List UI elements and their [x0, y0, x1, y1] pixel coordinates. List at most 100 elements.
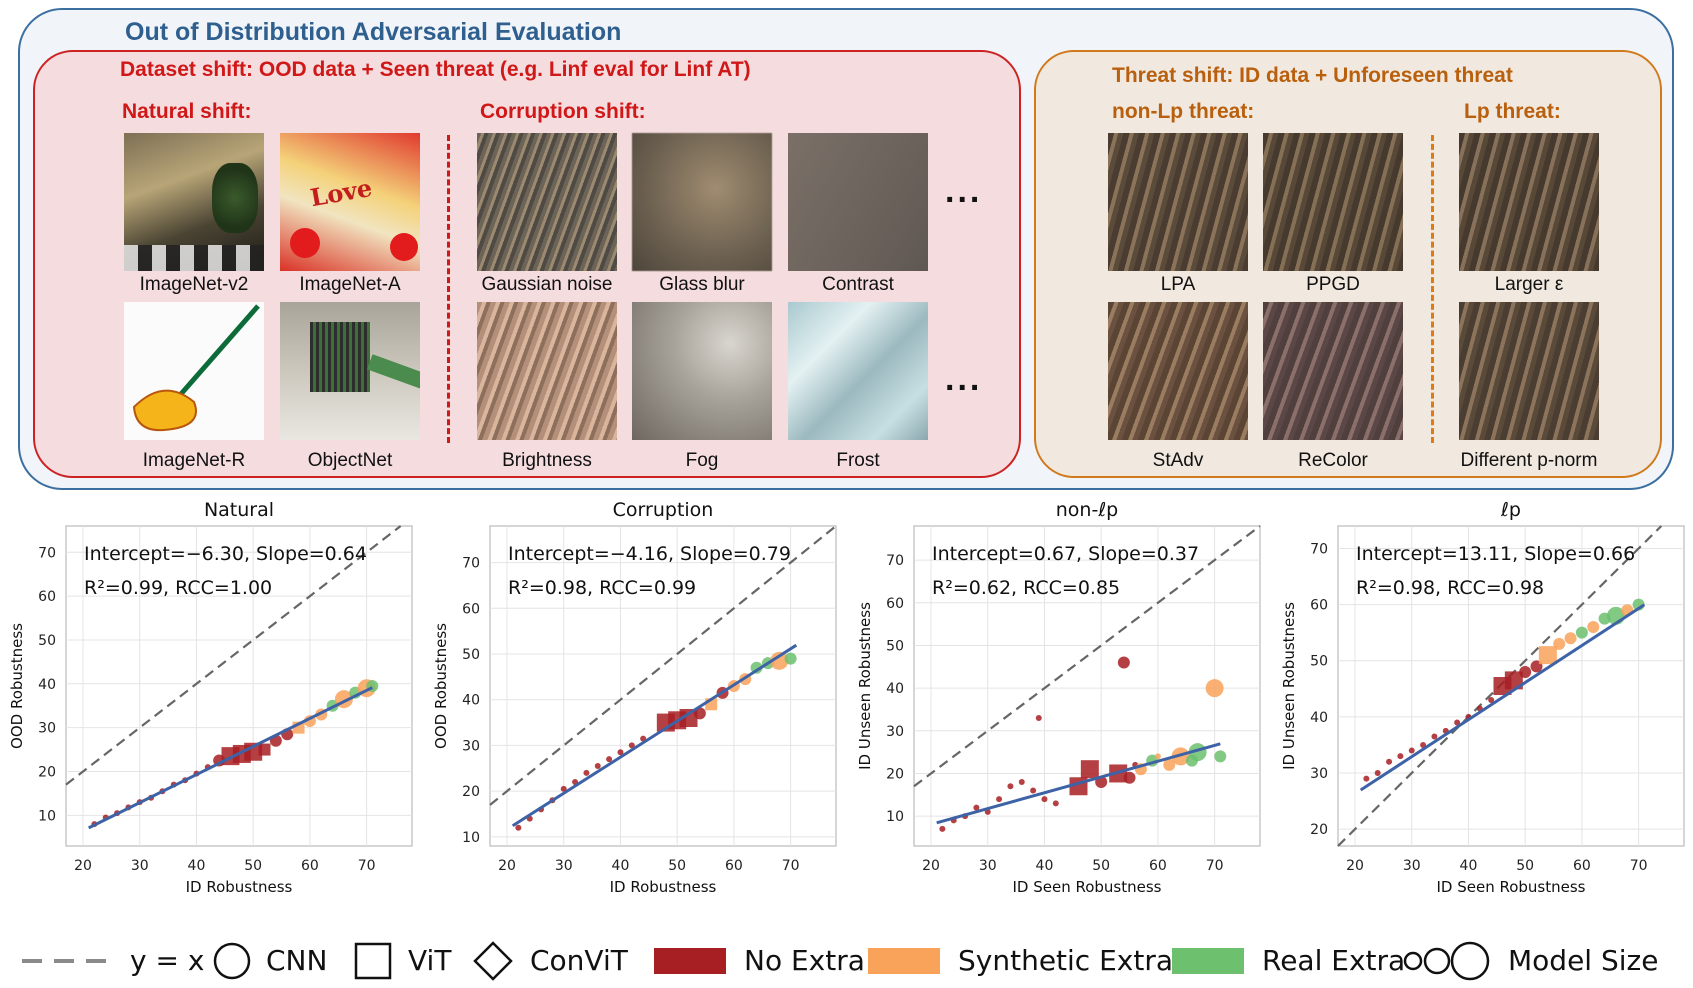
chart4-xtick-0: 20 — [1346, 858, 1364, 874]
recolor-image — [1263, 302, 1403, 440]
legend-real-extra-label: Real Extra — [1262, 944, 1405, 977]
chart2-ytick-0: 10 — [462, 830, 480, 846]
chart3-point-5 — [996, 796, 1003, 803]
dataset-shift-title: Dataset shift: OOD data + Seen threat (e… — [120, 58, 751, 81]
legend-no-extra-swatch — [654, 948, 726, 974]
chart2-point-22 — [770, 651, 789, 670]
chart3-point-21 — [1154, 753, 1161, 760]
chart2-point-23 — [784, 652, 797, 665]
chart4-ytick-4: 60 — [1310, 598, 1328, 614]
recolor-label: ReColor — [1298, 450, 1368, 471]
chart3-annotation-fit: Intercept=0.67, Slope=0.37 — [932, 543, 1199, 565]
chart2-fit-line — [511, 643, 798, 828]
stadv-image — [1108, 302, 1248, 440]
chart1-ylabel: OOD Robustness — [8, 623, 26, 749]
broom-drawing-icon — [132, 304, 260, 432]
imagenet-r-image — [124, 302, 264, 440]
legend: y = x CNN ViT ConViT No Extra Synthetic … — [22, 941, 1658, 981]
chart2-xtick-2: 40 — [612, 858, 630, 874]
chart1-xtick-0: 20 — [74, 858, 92, 874]
chart2-point-14 — [679, 709, 698, 727]
chart2-plot-area — [489, 525, 837, 847]
chart2-ytick-2: 30 — [462, 738, 480, 754]
chart4-point-8 — [1454, 719, 1461, 726]
chart2-point-0 — [515, 824, 522, 831]
chart3-fit-line — [936, 742, 1221, 825]
chart2-xlabel: ID Robustness — [610, 878, 717, 896]
lpa-image — [1108, 133, 1248, 271]
chart4-point-18 — [1564, 632, 1577, 645]
chart2-point-9 — [617, 749, 624, 756]
chart3-point-16 — [1117, 656, 1130, 669]
lp-threat-title: Lp threat: — [1464, 100, 1561, 123]
chart3-ytick-1: 20 — [886, 766, 904, 782]
chart3-xtick-4: 60 — [1149, 858, 1167, 874]
chart3-title: non-ℓp — [1056, 499, 1118, 521]
chart4-point-2 — [1386, 758, 1393, 765]
chart2-ytick-1: 20 — [462, 784, 480, 800]
chart4-ytick-3: 50 — [1310, 654, 1328, 670]
legend-size-small-icon — [1403, 951, 1423, 971]
legend-real-extra-swatch — [1172, 948, 1244, 974]
brightness-label: Brightness — [502, 450, 592, 471]
chart1-ytick-0: 10 — [38, 808, 56, 824]
legend-convit-label: ConViT — [530, 944, 629, 977]
chart3-point-26 — [1205, 679, 1224, 698]
chart1-point-15 — [258, 743, 271, 756]
legend-cnn-circle-icon — [213, 942, 251, 980]
chart3-point-13 — [1080, 760, 1099, 779]
chart3-point-27 — [1214, 750, 1227, 763]
imagenet-a-image: Love — [280, 133, 420, 271]
chart4-xlabel: ID Seen Robustness — [1436, 878, 1585, 896]
nonlp-lp-divider — [1431, 135, 1434, 443]
imagenet-a-label: ImageNet-A — [299, 274, 401, 295]
chart1-diagonal-line — [65, 525, 402, 786]
chart2-title: Corruption — [613, 499, 714, 521]
chart3-point-8 — [1030, 787, 1037, 794]
chart3-point-22 — [1163, 758, 1176, 771]
chart2-xtick-5: 70 — [782, 858, 800, 874]
different-p-norm-label: Different p-norm — [1460, 450, 1598, 471]
chart4-point-19 — [1575, 626, 1588, 639]
chart3-xtick-0: 20 — [922, 858, 940, 874]
chart3-diagonal-line — [913, 525, 1261, 788]
chart2-xtick-0: 20 — [498, 858, 516, 874]
chart4-ytick-5: 70 — [1310, 541, 1328, 557]
corruption-more-ellipsis-bottom: ... — [945, 360, 983, 398]
legend-size-medium-icon — [1423, 947, 1451, 975]
corruption-more-ellipsis-top: ... — [945, 172, 983, 210]
chart2-ytick-6: 70 — [462, 556, 480, 572]
natural-corruption-divider — [447, 135, 450, 443]
chart2-point-15 — [693, 707, 706, 720]
objectnet-image — [280, 302, 420, 440]
chart3-point-17 — [1123, 771, 1136, 784]
non-lp-threat-title: non-Lp threat: — [1112, 100, 1255, 123]
fog-label: Fog — [685, 450, 719, 471]
chart3-ytick-3: 40 — [886, 681, 904, 697]
chart4-xtick-3: 50 — [1516, 858, 1534, 874]
chart2-ytick-4: 50 — [462, 647, 480, 663]
chart4-point-4 — [1408, 747, 1415, 754]
chart2-ytick-5: 60 — [462, 601, 480, 617]
chart4-point-5 — [1420, 741, 1427, 748]
chart3-point-6 — [1007, 783, 1014, 790]
chart1-xtick-4: 60 — [301, 858, 319, 874]
chart4-xtick-4: 60 — [1573, 858, 1591, 874]
chart3-ytick-2: 30 — [886, 724, 904, 740]
chart4-annotation-r2: R²=0.98, RCC=0.98 — [1356, 577, 1544, 599]
chart4-xtick-2: 40 — [1460, 858, 1478, 874]
legend-vit-square-icon — [354, 942, 392, 980]
chart1-xtick-3: 50 — [244, 858, 262, 874]
chart2-point-7 — [594, 763, 601, 769]
chart3-ytick-0: 10 — [886, 809, 904, 825]
chart2-xtick-3: 50 — [668, 858, 686, 874]
chart3-point-9 — [1041, 796, 1048, 803]
legend-vit-label: ViT — [408, 944, 452, 977]
chart4-xtick-1: 30 — [1403, 858, 1421, 874]
legend-yx-label: y = x — [130, 944, 204, 977]
chart1-ytick-6: 70 — [38, 545, 56, 561]
chart4-annotation-fit: Intercept=13.11, Slope=0.66 — [1356, 543, 1635, 565]
chart4-ytick-1: 30 — [1310, 766, 1328, 782]
scatter-charts-panel: 20 30 40 50 60 70 10 20 30 40 50 60 70 Intercept=−6.3… — [8, 499, 1685, 896]
chart4-point-16 — [1538, 646, 1557, 665]
